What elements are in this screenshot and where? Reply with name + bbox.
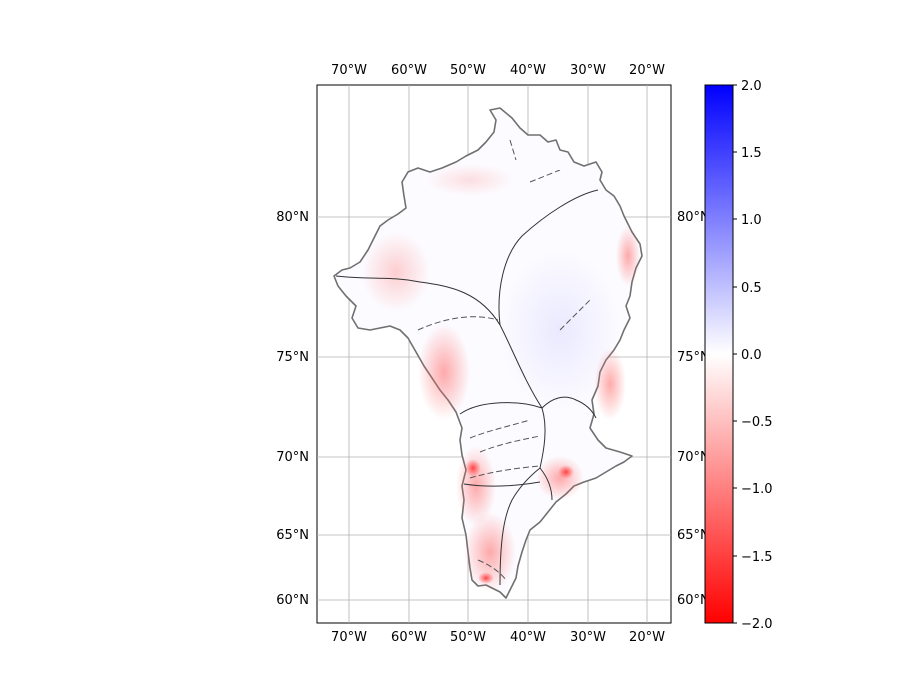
lon-label-top-30w: 30°W bbox=[570, 63, 606, 78]
feature-dash-8 bbox=[477, 559, 507, 581]
feature-dash-3 bbox=[479, 435, 541, 453]
lat-label-left-70n: 70°N bbox=[276, 450, 309, 465]
lon-label-top-20w: 20°W bbox=[629, 63, 665, 78]
lon-label-bottom-50w: 50°W bbox=[450, 630, 486, 645]
lat-label-right-80n: 80°N bbox=[677, 210, 710, 225]
colorbar-label-0-5: 0.5 bbox=[741, 281, 762, 296]
basin-line-north-east bbox=[498, 189, 599, 326]
basin-line-south-central bbox=[499, 467, 541, 586]
lat-label-right-65n: 65°N bbox=[677, 528, 710, 543]
colorbar-gradient bbox=[704, 84, 734, 624]
lon-label-bottom-40w: 40°W bbox=[510, 630, 546, 645]
lat-label-left-75n: 75°N bbox=[276, 350, 309, 365]
lat-label-right-60n: 60°N bbox=[677, 593, 710, 608]
feature-dash-2 bbox=[469, 419, 531, 439]
lat-labels-right: 80°N 75°N 70°N 65°N 60°N bbox=[677, 210, 710, 608]
lat-label-left-65n: 65°N bbox=[276, 528, 309, 543]
feature-dashes bbox=[417, 139, 591, 581]
lon-label-bottom-20w: 20°W bbox=[629, 630, 665, 645]
lat-label-left-60n: 60°N bbox=[276, 593, 309, 608]
feature-dash-5 bbox=[559, 299, 591, 331]
colorbar-ticks bbox=[733, 84, 737, 624]
lat-label-left-80n: 80°N bbox=[276, 210, 309, 225]
lon-label-top-50w: 50°W bbox=[450, 63, 486, 78]
anomaly-core-west bbox=[465, 459, 481, 477]
lon-label-bottom-60w: 60°W bbox=[391, 630, 427, 645]
anomaly-core-south bbox=[478, 572, 494, 584]
lat-label-right-70n: 70°N bbox=[677, 450, 710, 465]
basin-line-north-west bbox=[335, 275, 501, 326]
colorbar: 2.0 1.5 1.0 0.5 0.0 −0.5 −1.0 −1.5 −2.0 bbox=[704, 79, 773, 632]
greenland-landmass bbox=[333, 107, 643, 599]
colorbar-label-1-5: 1.5 bbox=[741, 146, 762, 161]
feature-dash-4 bbox=[469, 465, 541, 479]
lon-labels-top: 70°W 60°W 50°W 40°W 30°W 20°W bbox=[331, 63, 665, 78]
basin-line-central-east bbox=[541, 396, 597, 419]
lon-label-top-60w: 60°W bbox=[391, 63, 427, 78]
anomaly-north-margin bbox=[426, 164, 514, 196]
anomaly-northwest-margin bbox=[362, 232, 430, 312]
feature-dash-7 bbox=[509, 139, 517, 161]
lon-labels-bottom: 70°W 60°W 50°W 40°W 30°W 20°W bbox=[331, 630, 665, 645]
anomaly-core-east bbox=[558, 465, 574, 479]
lon-label-bottom-70w: 70°W bbox=[331, 630, 367, 645]
colorbar-label-1-0: 1.0 bbox=[741, 213, 762, 228]
lat-label-right-75n: 75°N bbox=[677, 350, 710, 365]
feature-dash-6 bbox=[529, 169, 561, 183]
colorbar-tick-labels: 2.0 1.5 1.0 0.5 0.0 −0.5 −1.0 −1.5 −2.0 bbox=[741, 79, 773, 632]
colorbar-label-neg-2-0: −2.0 bbox=[741, 617, 773, 632]
colorbar-label-0-0: 0.0 bbox=[741, 348, 762, 363]
anomaly-northeast-margin bbox=[616, 226, 640, 286]
colorbar-label-neg-1-5: −1.5 bbox=[741, 550, 773, 565]
lon-label-bottom-30w: 30°W bbox=[570, 630, 606, 645]
feature-dash-1 bbox=[417, 316, 499, 331]
map-panel bbox=[316, 84, 672, 624]
lon-label-top-40w: 40°W bbox=[510, 63, 546, 78]
lat-labels-left: 80°N 75°N 70°N 65°N 60°N bbox=[276, 210, 309, 608]
lon-label-top-70w: 70°W bbox=[331, 63, 367, 78]
basin-line-central bbox=[499, 324, 543, 409]
anomaly-southeast-margin bbox=[536, 456, 584, 500]
basin-line-central-west bbox=[459, 402, 543, 415]
basin-boundaries bbox=[335, 189, 599, 586]
colorbar-label-2-0: 2.0 bbox=[741, 79, 762, 94]
anomaly-west-margin bbox=[418, 324, 470, 420]
basin-line-west-lower bbox=[463, 481, 541, 487]
colorbar-label-neg-1-0: −1.0 bbox=[741, 482, 773, 497]
colorbar-label-neg-0-5: −0.5 bbox=[741, 415, 773, 430]
